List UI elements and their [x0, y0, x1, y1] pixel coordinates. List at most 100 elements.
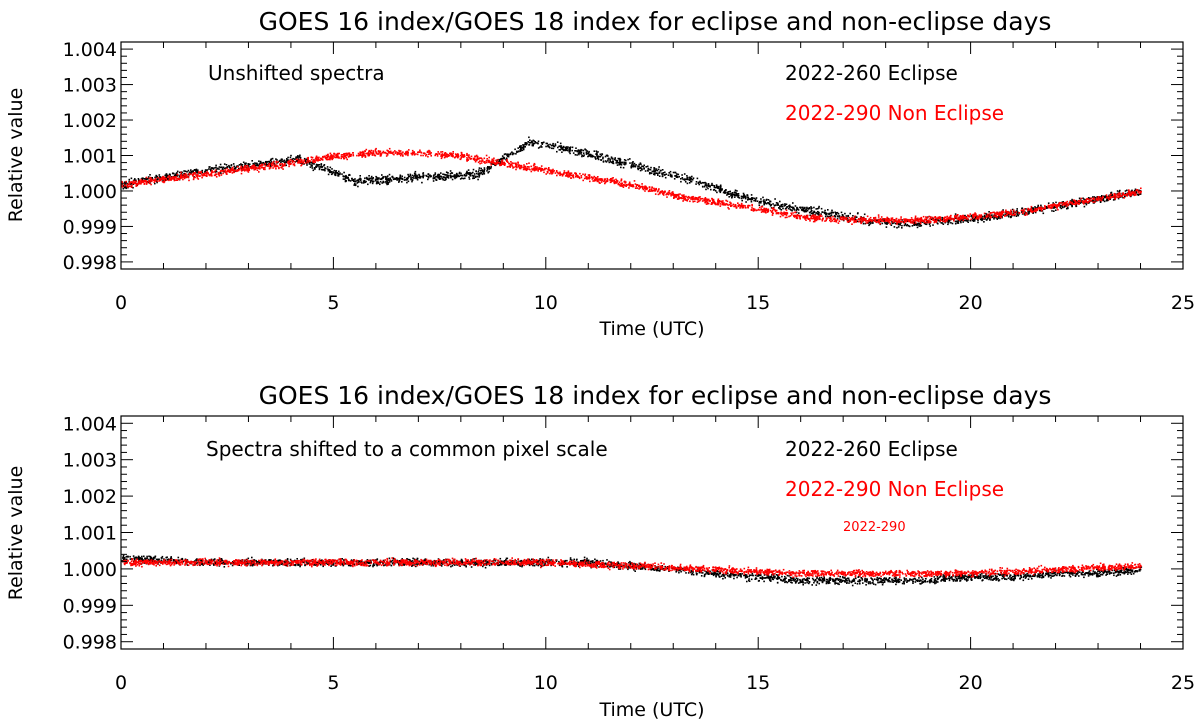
data-point [787, 207, 790, 210]
data-point [281, 163, 284, 165]
data-point [737, 194, 739, 197]
data-point [748, 198, 750, 200]
data-point [1063, 206, 1066, 208]
data-point [681, 195, 684, 197]
data-point [684, 178, 686, 180]
data-point [858, 218, 860, 220]
data-point [815, 208, 817, 210]
data-point [399, 154, 402, 157]
data-point [1066, 202, 1068, 205]
data-point [900, 221, 903, 223]
data-point [957, 222, 960, 224]
data-point [718, 185, 720, 188]
data-point [786, 212, 789, 215]
data-point [1130, 194, 1133, 196]
data-point [1089, 199, 1092, 202]
data-point [446, 153, 449, 156]
data-point [878, 220, 880, 222]
data-point [358, 181, 360, 183]
data-point [1080, 197, 1083, 200]
data-point [690, 178, 692, 180]
data-point [710, 188, 712, 191]
data-point [379, 150, 382, 153]
data-point [491, 158, 493, 161]
data-point [862, 218, 864, 221]
data-point [1058, 204, 1060, 207]
data-point [314, 159, 316, 162]
data-point [201, 169, 204, 172]
data-point [480, 167, 482, 170]
data-point [818, 215, 820, 218]
data-point [728, 208, 730, 210]
data-point [1122, 192, 1124, 194]
data-point [842, 218, 844, 221]
data-point [178, 176, 181, 178]
data-point [347, 178, 350, 181]
data-point [855, 216, 858, 218]
data-point [733, 205, 736, 208]
data-point [1015, 211, 1017, 213]
data-point [595, 158, 597, 160]
data-point [133, 182, 136, 185]
data-point [976, 218, 979, 220]
data-point [993, 215, 995, 217]
data-point [796, 207, 799, 209]
data-point [632, 184, 634, 186]
data-point [428, 151, 430, 154]
data-point [176, 172, 178, 174]
data-point [710, 202, 713, 204]
data-point [258, 160, 260, 162]
data-point [1045, 205, 1047, 208]
data-point [836, 212, 838, 214]
data-point [451, 178, 454, 181]
data-point [371, 152, 373, 154]
data-point [390, 150, 392, 153]
data-point [702, 181, 704, 184]
data-point [339, 173, 341, 176]
data-point [1032, 207, 1034, 209]
data-point [330, 154, 333, 156]
data-point [725, 199, 727, 202]
data-point [212, 171, 214, 174]
data-point [270, 165, 272, 167]
data-point [806, 216, 808, 219]
data-point [697, 198, 700, 201]
data-point [490, 166, 492, 168]
data-point [405, 151, 407, 153]
data-point [968, 215, 970, 217]
data-point [549, 170, 552, 172]
data-point [342, 178, 345, 180]
data-point [638, 165, 640, 168]
data-point [816, 216, 818, 219]
data-point [674, 175, 676, 177]
data-point [334, 172, 337, 175]
data-point [726, 192, 729, 195]
data-point [218, 166, 221, 168]
data-point [731, 195, 734, 198]
data-point [1034, 208, 1036, 210]
data-point [628, 184, 631, 187]
data-point [726, 194, 728, 196]
data-point [687, 195, 690, 198]
scatter-points [121, 136, 1142, 229]
data-point [740, 204, 742, 207]
data-point [264, 166, 266, 169]
data-point [181, 171, 183, 174]
data-point [978, 214, 981, 216]
data-point [706, 200, 708, 203]
data-point [567, 174, 569, 176]
data-point [558, 172, 561, 174]
data-point [377, 182, 380, 184]
data-point [844, 218, 846, 220]
data-point [578, 177, 581, 180]
data-point [329, 155, 332, 157]
data-point [602, 157, 604, 160]
data-point [719, 205, 722, 207]
data-point [973, 218, 976, 221]
data-point [513, 152, 515, 155]
data-point [964, 219, 967, 222]
data-point [416, 176, 418, 178]
data-point [286, 159, 288, 161]
data-point [954, 217, 956, 219]
data-point [188, 171, 191, 174]
